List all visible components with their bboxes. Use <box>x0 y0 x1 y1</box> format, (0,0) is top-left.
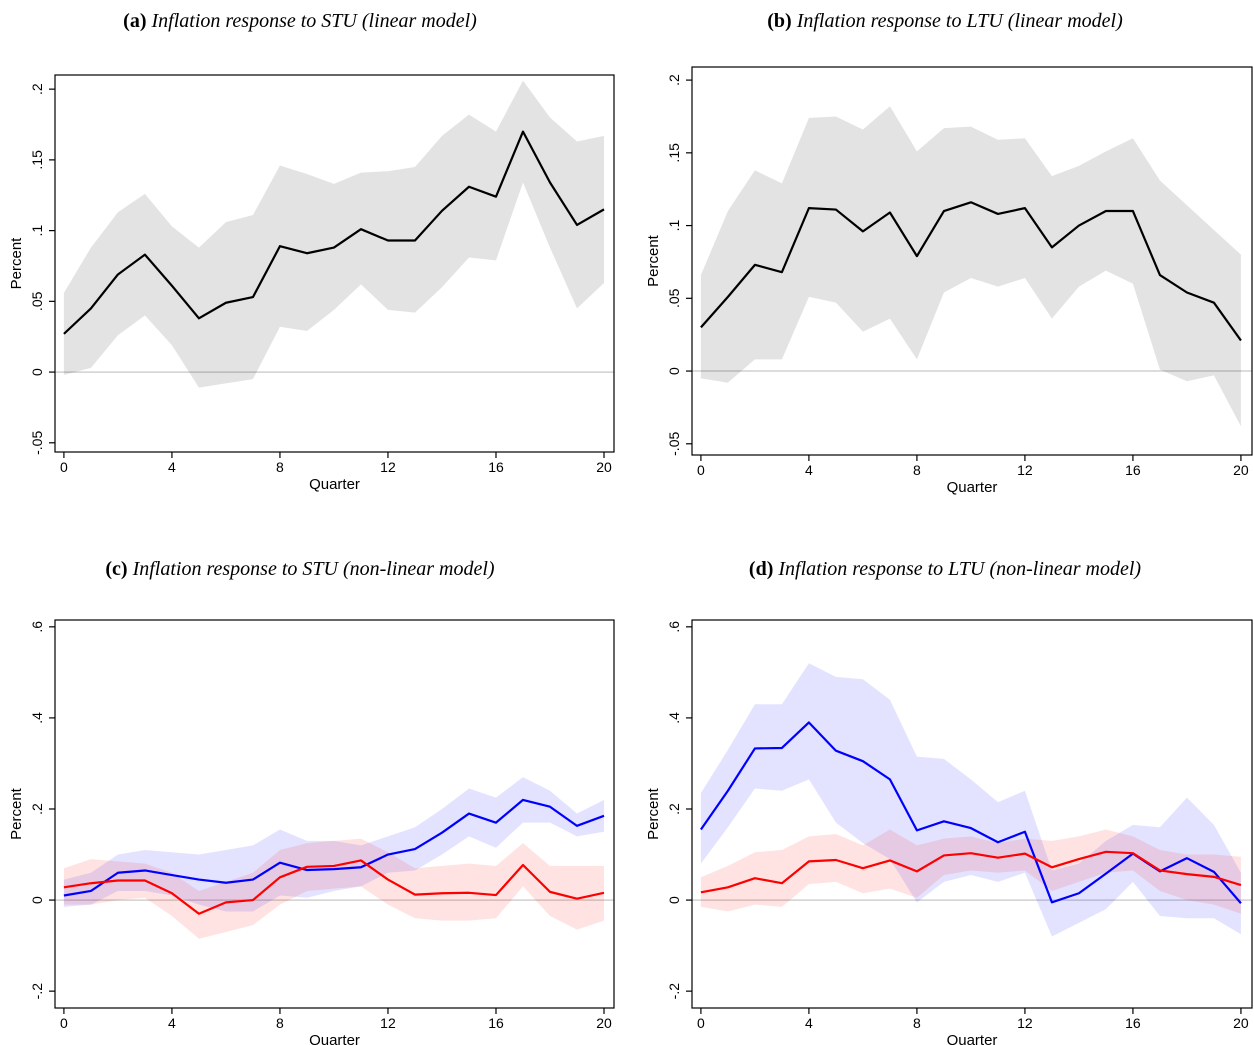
plot-frame <box>691 66 1253 456</box>
y-tick-label: .2 <box>666 803 682 815</box>
x-tick-label: 4 <box>168 459 176 475</box>
y-tick-label: .2 <box>29 803 45 815</box>
y-axis-label: Percent <box>8 787 25 840</box>
panel-label: (d) <box>749 558 773 580</box>
plot-frame <box>691 619 1253 1009</box>
y-axis-label: Percent <box>645 787 662 840</box>
x-tick-label: 16 <box>488 1015 504 1031</box>
plot-frame <box>54 74 615 453</box>
x-tick-label: 8 <box>276 459 284 475</box>
confidence-band <box>700 106 1241 427</box>
y-tick-label: -.2 <box>29 983 45 1000</box>
x-tick-label: 0 <box>697 462 705 478</box>
y-tick-label: .1 <box>29 225 45 237</box>
x-tick-label: 8 <box>276 1015 284 1031</box>
response-line <box>63 130 605 335</box>
x-tick-label: 8 <box>913 1015 921 1031</box>
panel-label: (a) <box>123 10 146 32</box>
x-tick-label: 20 <box>1233 462 1249 478</box>
x-axis-label: Quarter <box>947 479 998 496</box>
x-tick-label: 4 <box>168 1015 176 1031</box>
x-tick-label: 20 <box>1233 1015 1249 1031</box>
chart-title: (d) Inflation response to LTU (non-linea… <box>749 558 1142 580</box>
y-tick-label: .2 <box>666 74 682 86</box>
x-tick-label: 4 <box>805 1015 813 1031</box>
x-tick-label: 8 <box>913 462 921 478</box>
y-tick-label: 0 <box>29 368 45 376</box>
chart-title: (a) Inflation response to STU (linear mo… <box>123 10 477 32</box>
x-axis-label: Quarter <box>309 1032 360 1045</box>
plot-frame <box>54 619 615 1009</box>
y-tick-label: -.05 <box>666 432 682 456</box>
y-tick-label: -.2 <box>666 983 682 1000</box>
x-tick-label: 0 <box>60 459 68 475</box>
response-line <box>700 850 1242 894</box>
panel-label: (c) <box>105 558 127 580</box>
title-text: Inflation response to LTU (linear model) <box>796 10 1123 32</box>
y-tick-label: .6 <box>29 621 45 633</box>
x-tick-label: 20 <box>596 459 612 475</box>
x-tick-label: 16 <box>488 459 504 475</box>
response-line <box>700 201 1242 342</box>
y-tick-label: .15 <box>666 143 682 163</box>
y-tick-label: .4 <box>666 712 682 724</box>
confidence-band <box>700 663 1241 937</box>
response-line <box>63 798 605 897</box>
x-tick-label: 12 <box>380 1015 396 1031</box>
x-tick-label: 0 <box>697 1015 705 1031</box>
y-tick-label: .15 <box>29 150 45 170</box>
chart-title: (c) Inflation response to STU (non-linea… <box>105 558 495 580</box>
response-line <box>63 859 605 915</box>
y-tick-label: .6 <box>666 621 682 633</box>
x-tick-label: 12 <box>380 459 396 475</box>
y-axis-label: Percent <box>8 237 25 290</box>
y-tick-label: .05 <box>666 288 682 308</box>
x-tick-label: 16 <box>1125 462 1141 478</box>
y-tick-label: .1 <box>666 220 682 232</box>
confidence-band <box>700 829 1241 914</box>
x-tick-label: 16 <box>1125 1015 1141 1031</box>
x-tick-label: 20 <box>596 1015 612 1031</box>
title-text: Inflation response to LTU (non-linear mo… <box>777 558 1141 580</box>
y-tick-label: .2 <box>29 83 45 95</box>
confidence-band <box>63 777 605 912</box>
x-tick-label: 4 <box>805 462 813 478</box>
x-tick-label: 12 <box>1017 462 1033 478</box>
x-tick-label: 12 <box>1017 1015 1033 1031</box>
panel-label: (b) <box>767 10 791 32</box>
x-tick-label: 0 <box>60 1015 68 1031</box>
y-tick-label: -.05 <box>29 431 45 455</box>
title-text: Inflation response to STU (non-linear mo… <box>132 558 495 580</box>
chart-title: (b) Inflation response to LTU (linear mo… <box>767 10 1123 32</box>
y-tick-label: .05 <box>29 291 45 311</box>
x-axis-label: Quarter <box>309 476 360 493</box>
y-tick-label: .4 <box>29 712 45 724</box>
y-tick-label: 0 <box>666 896 682 904</box>
y-tick-label: 0 <box>29 896 45 904</box>
title-text: Inflation response to STU (linear model) <box>150 10 477 32</box>
confidence-band <box>63 80 605 388</box>
x-axis-label: Quarter <box>947 1032 998 1045</box>
y-axis-label: Percent <box>645 234 662 287</box>
y-tick-label: 0 <box>666 367 682 375</box>
